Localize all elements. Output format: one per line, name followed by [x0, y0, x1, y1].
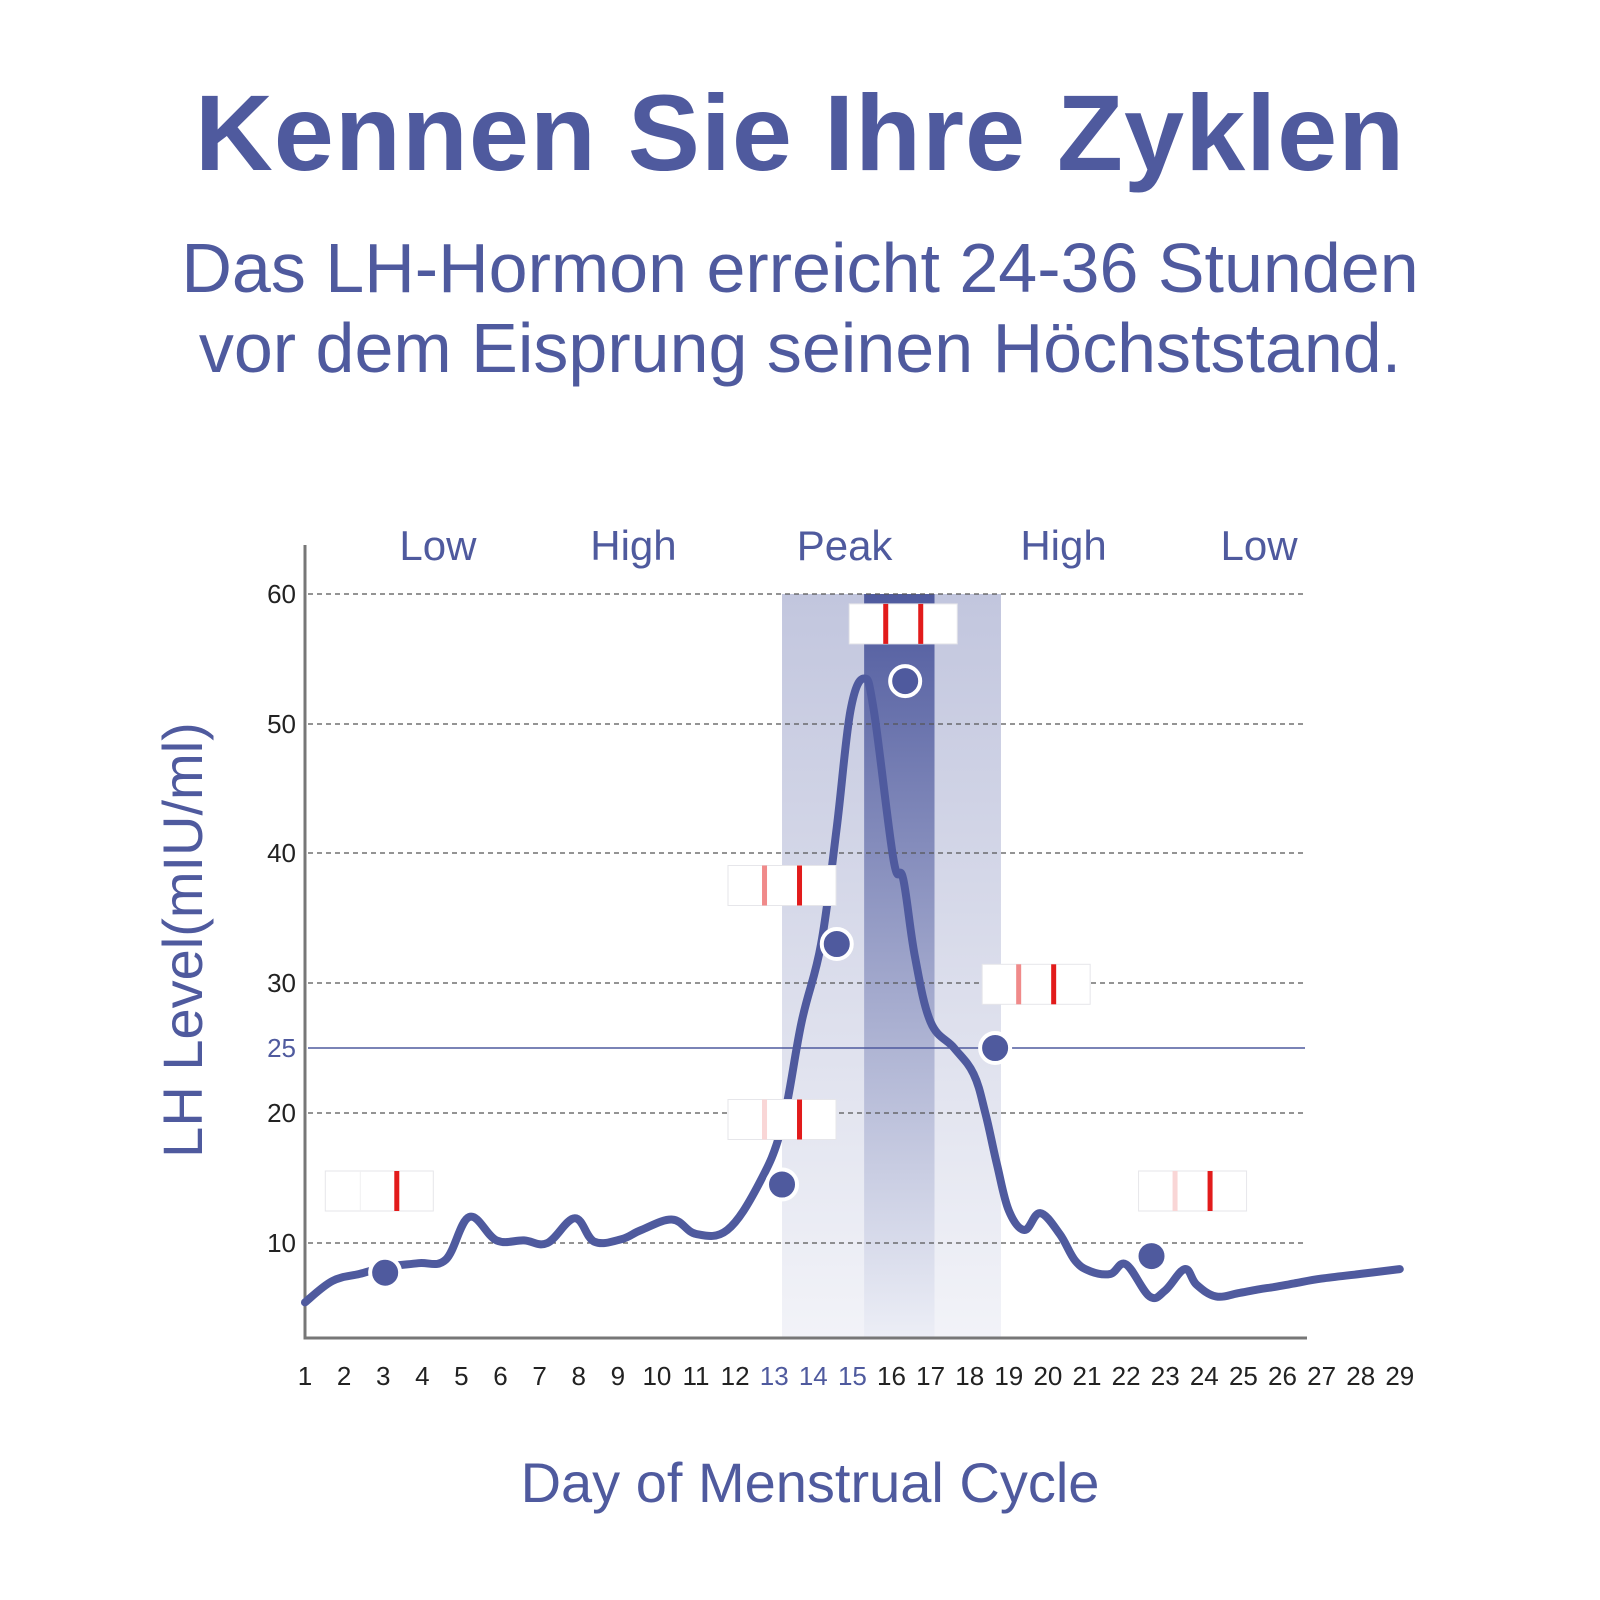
y-tick-label: 30	[267, 968, 296, 998]
x-tick-label: 17	[916, 1361, 945, 1391]
phase-label: High	[1020, 522, 1106, 569]
phase-label: Low	[1221, 522, 1299, 569]
data-marker	[978, 1031, 1013, 1065]
y-tick-label: 60	[267, 579, 296, 609]
data-marker	[1134, 1239, 1169, 1274]
data-marker	[368, 1255, 403, 1290]
x-tick-label: 10	[642, 1361, 671, 1391]
test-strip-body	[727, 865, 837, 906]
test-strips	[324, 603, 1248, 1212]
test-strip-test-line	[1207, 1171, 1213, 1211]
data-marker	[765, 1167, 800, 1202]
phase-label: High	[590, 522, 676, 569]
x-tick-label: 21	[1073, 1361, 1102, 1391]
x-tick-label: 7	[532, 1361, 546, 1391]
phase-zones	[782, 594, 1001, 1338]
test-strip-test-line	[394, 1171, 400, 1211]
lh-curve	[301, 674, 1404, 1307]
x-tick-label: 4	[415, 1361, 429, 1391]
lh-series-line	[301, 674, 1404, 1307]
x-tick-label: 8	[571, 1361, 585, 1391]
x-tick-label: 5	[454, 1361, 468, 1391]
x-tick-label: 12	[721, 1361, 750, 1391]
x-tick-label: 6	[493, 1361, 507, 1391]
test-strip-test-line	[918, 603, 924, 644]
x-tick-label: 26	[1268, 1361, 1297, 1391]
x-tick-label: 19	[994, 1361, 1023, 1391]
test-strip	[727, 865, 837, 906]
x-tick-label: 23	[1151, 1361, 1180, 1391]
x-tick-label: 18	[955, 1361, 984, 1391]
test-strip	[848, 603, 958, 645]
x-tick-label: 27	[1307, 1361, 1336, 1391]
axes	[303, 545, 1307, 1340]
test-strip-body	[1138, 1170, 1248, 1212]
subtitle-line-2: vor dem Eisprung seinen Höchststand.	[198, 309, 1402, 387]
y-tick-label: 25	[267, 1033, 296, 1063]
test-strip-control-line	[1172, 1171, 1178, 1211]
x-tick-label: 28	[1346, 1361, 1375, 1391]
x-axis-label: Day of Menstrual Cycle	[521, 1451, 1100, 1514]
x-tick-label: 3	[376, 1361, 390, 1391]
test-strip-control-line	[359, 1171, 364, 1211]
x-tick-label: 14	[799, 1361, 828, 1391]
test-strip-body	[848, 603, 958, 645]
x-tick-label: 11	[683, 1361, 710, 1391]
y-tick-label: 40	[267, 838, 296, 868]
test-strip-test-line	[1051, 964, 1057, 1005]
test-strip-body	[981, 963, 1091, 1005]
test-strip	[981, 963, 1091, 1005]
x-tick-label: 9	[611, 1361, 625, 1391]
phase-label: Peak	[797, 522, 894, 569]
test-strip	[324, 1170, 434, 1212]
test-strip	[1138, 1170, 1248, 1212]
test-strip-test-line	[797, 865, 803, 906]
x-tick-label: 13	[760, 1361, 789, 1391]
test-strip-test-line	[797, 1099, 803, 1140]
phase-label: Low	[399, 522, 477, 569]
y-tick-label: 20	[267, 1098, 296, 1128]
x-tick-label: 22	[1112, 1361, 1141, 1391]
phase-labels: Low High Peak High Low	[399, 522, 1298, 569]
peak-marker	[888, 664, 923, 699]
x-tick-label: 29	[1385, 1361, 1414, 1391]
test-strip-control-line	[883, 603, 889, 644]
test-strip-body	[324, 1170, 434, 1212]
x-tick-label: 24	[1190, 1361, 1219, 1391]
test-strip-body	[727, 1099, 837, 1140]
x-tick-label: 1	[298, 1361, 312, 1391]
test-strip	[727, 1099, 837, 1140]
x-tick-label: 16	[877, 1361, 906, 1391]
x-tick-label: 25	[1229, 1361, 1258, 1391]
y-tick-label: 10	[267, 1228, 296, 1258]
y-axis-label: LH Level(mIU/ml)	[151, 722, 214, 1158]
data-marker	[819, 927, 854, 961]
test-strip-control-line	[762, 865, 768, 906]
data-markers	[368, 664, 1169, 1290]
subtitle-line-1: Das LH-Hormon erreicht 24-36 Stunden	[181, 229, 1419, 307]
x-tick-label: 20	[1033, 1361, 1062, 1391]
x-tick-label: 2	[337, 1361, 351, 1391]
x-tick-label: 15	[838, 1361, 867, 1391]
page-title: Kennen Sie Ihre Zyklen	[194, 72, 1406, 193]
test-strip-control-line	[1016, 964, 1022, 1005]
test-strip-control-line	[762, 1099, 768, 1140]
y-tick-label: 50	[267, 709, 296, 739]
page-subtitle: Das LH-Hormon erreicht 24-36 Stunden vor…	[0, 228, 1600, 388]
